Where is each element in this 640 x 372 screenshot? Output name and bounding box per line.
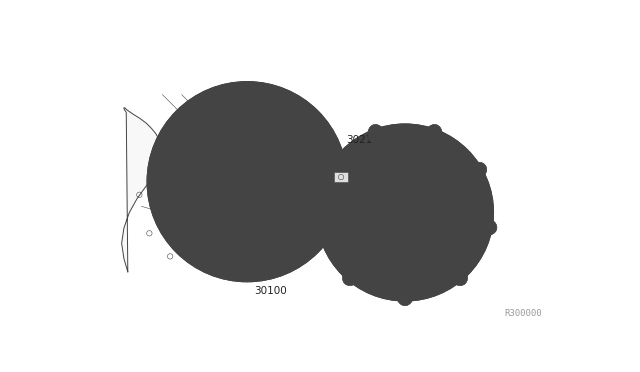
Text: 30210A: 30210A xyxy=(412,167,452,177)
Ellipse shape xyxy=(397,284,413,306)
Circle shape xyxy=(337,145,473,280)
Ellipse shape xyxy=(342,266,362,285)
Text: 30100: 30100 xyxy=(254,286,287,296)
Ellipse shape xyxy=(476,218,497,235)
Circle shape xyxy=(147,81,348,282)
Ellipse shape xyxy=(466,162,486,180)
Bar xyxy=(334,173,348,182)
Circle shape xyxy=(359,166,451,259)
Ellipse shape xyxy=(368,125,385,145)
Circle shape xyxy=(192,126,303,237)
Ellipse shape xyxy=(313,218,335,235)
Ellipse shape xyxy=(449,266,467,285)
Ellipse shape xyxy=(424,125,442,145)
Ellipse shape xyxy=(323,162,344,180)
Text: R300000: R300000 xyxy=(504,309,542,318)
Text: 30210: 30210 xyxy=(346,135,379,145)
Circle shape xyxy=(316,124,493,301)
Circle shape xyxy=(393,200,417,225)
Polygon shape xyxy=(122,108,253,272)
